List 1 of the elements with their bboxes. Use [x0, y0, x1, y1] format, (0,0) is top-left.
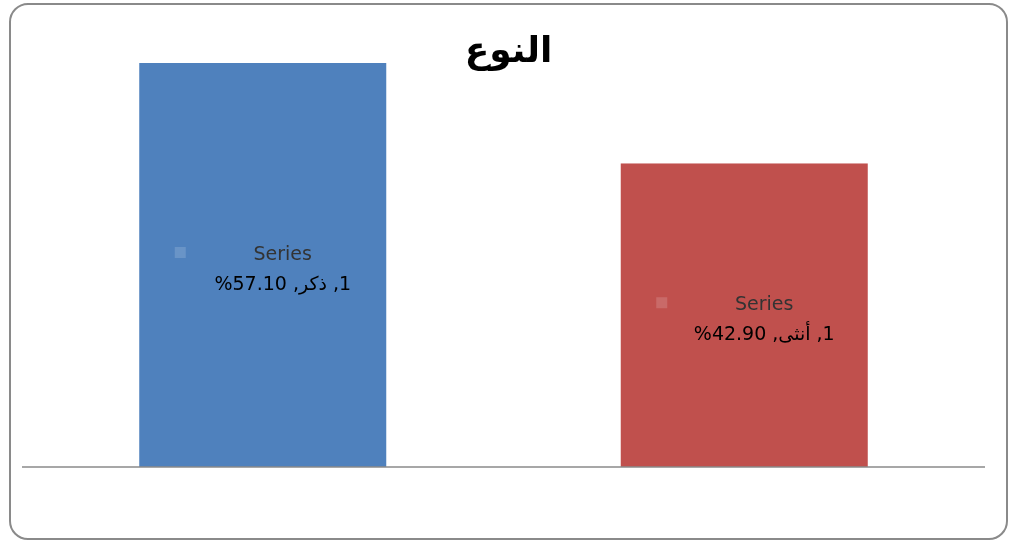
chart-title: النوع — [464, 29, 553, 71]
